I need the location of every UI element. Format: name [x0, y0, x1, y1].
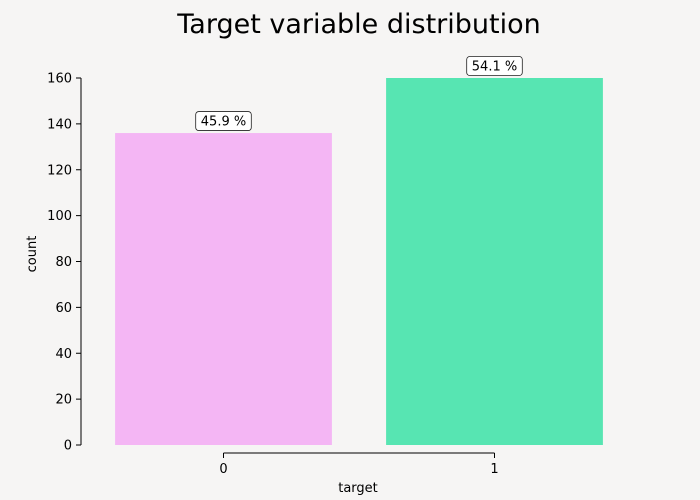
y-tick-label: 80: [55, 255, 72, 270]
data-label-box: [195, 111, 252, 131]
data-label: 45.9 %: [195, 111, 252, 131]
x-tick-label: 1: [490, 462, 498, 477]
y-tick-label: 160: [47, 72, 72, 87]
y-tick-label: 60: [55, 301, 72, 316]
y-tick-label: 140: [47, 117, 72, 132]
bars: [115, 78, 603, 446]
y-tick-label: 20: [55, 393, 72, 408]
y-tick-label: 120: [47, 163, 72, 178]
data-label-text: 54.1 %: [472, 60, 517, 75]
data-label-box: [466, 56, 523, 76]
y-tick-label: 100: [47, 209, 72, 224]
x-tick-label: 0: [219, 462, 227, 477]
y-axis-label: count: [25, 236, 40, 273]
bar: [115, 133, 332, 446]
y-tick-label: 40: [55, 347, 72, 362]
chart-title: Target variable distribution: [176, 9, 541, 40]
y-axis: 0 20 40 60 80 100 120 140 160: [47, 72, 82, 454]
y-tick-label: 0: [64, 439, 72, 454]
data-label-text: 45.9 %: [201, 115, 246, 130]
data-labels: 45.9 % 54.1 %: [195, 56, 523, 131]
x-axis-label: target: [338, 481, 378, 496]
bar: [386, 78, 603, 445]
data-label: 54.1 %: [466, 56, 523, 76]
